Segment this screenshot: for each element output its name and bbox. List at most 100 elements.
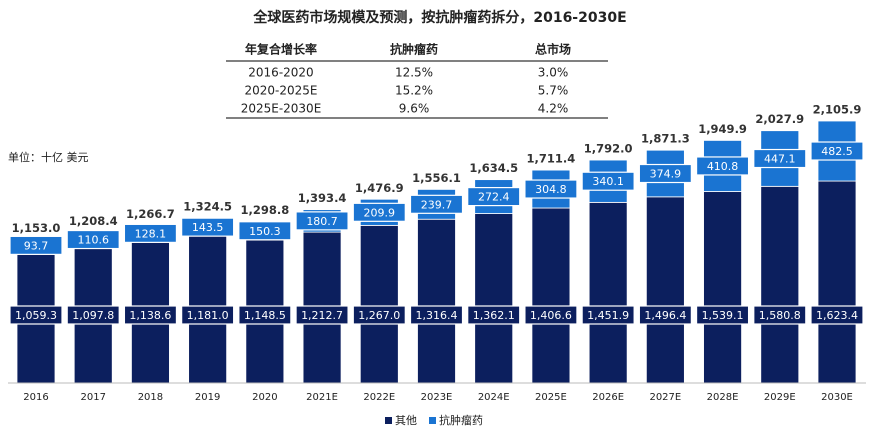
- chart-title: 全球医药市场规模及预测，按抗肿瘤药拆分，2016-2030E: [252, 9, 626, 26]
- label-box: [123, 223, 178, 243]
- value-label: 304.8: [535, 183, 567, 196]
- total-label: 1,476.9: [355, 181, 404, 195]
- x-tick-label: 2018: [138, 392, 163, 403]
- label-box: [9, 235, 63, 255]
- value-label: 374.9: [650, 168, 682, 181]
- value-label: 1,451.9: [587, 309, 629, 322]
- label-box: [810, 305, 864, 325]
- x-tick-label: 2026E: [592, 392, 624, 403]
- total-label: 1,792.0: [584, 142, 633, 156]
- value-label: 1,181.0: [187, 309, 229, 322]
- x-tick-label: 2029E: [764, 392, 796, 403]
- label-box: [9, 305, 63, 325]
- value-label: 1,580.8: [759, 309, 801, 322]
- bar-segment: [760, 185, 800, 384]
- value-label: 410.8: [707, 160, 739, 173]
- bar-segment: [531, 207, 571, 384]
- value-label: 1,623.4: [816, 309, 858, 322]
- table-cell: 5.7%: [538, 84, 569, 98]
- label-box: [467, 186, 521, 207]
- total-label: 1,634.5: [469, 161, 518, 175]
- table-header: 年复合增长率: [245, 42, 317, 57]
- x-tick-label: 2024E: [478, 392, 510, 403]
- table-header: 总市场: [535, 42, 571, 57]
- bar-segment: [359, 224, 399, 384]
- value-label: 1,496.4: [644, 309, 686, 322]
- label-box: [753, 305, 807, 325]
- label-box: [409, 305, 464, 325]
- table-cell: 2025E-2030E: [241, 102, 322, 116]
- label-box: [695, 156, 750, 176]
- value-label: 1,212.7: [301, 309, 343, 322]
- table-cell: 3.0%: [538, 66, 569, 80]
- x-tick-label: 2030E: [821, 392, 853, 403]
- label-box: [181, 217, 235, 237]
- label-box: [695, 305, 750, 325]
- value-label: 272.4: [478, 191, 510, 204]
- bar-segment: [645, 196, 685, 384]
- value-label: 482.5: [821, 145, 853, 158]
- total-label: 1,949.9: [698, 122, 747, 136]
- value-label: 239.7: [421, 198, 453, 211]
- total-label: 1,153.0: [12, 221, 61, 235]
- value-label: 1,097.8: [72, 309, 114, 322]
- table-cell: 4.2%: [538, 102, 569, 116]
- table-header: 抗肿瘤药: [390, 42, 438, 57]
- label-box: [524, 305, 578, 325]
- label-box: [66, 305, 120, 325]
- legend-label: 抗肿瘤药: [439, 413, 483, 427]
- total-label: 1,556.1: [412, 171, 461, 185]
- table-cell: 2016-2020: [248, 66, 313, 80]
- label-box: [524, 179, 578, 199]
- legend-label: 其他: [395, 414, 417, 427]
- x-tick-label: 2017: [80, 392, 105, 403]
- x-tick-label: 2019: [195, 392, 220, 403]
- label-box: [753, 148, 807, 169]
- label-box: [66, 229, 120, 250]
- label-box: [295, 211, 349, 231]
- label-box: [581, 171, 635, 191]
- x-tick-label: 2025E: [535, 392, 567, 403]
- total-label: 1,711.4: [527, 152, 576, 166]
- x-tick-label: 2023E: [421, 392, 453, 403]
- label-box: [409, 194, 464, 214]
- total-label: 1,298.8: [240, 203, 289, 217]
- bar-segment: [817, 180, 857, 384]
- value-label: 1,406.6: [530, 309, 572, 322]
- bar-segment: [703, 191, 742, 384]
- value-label: 180.7: [306, 215, 338, 228]
- total-label: 1,266.7: [126, 207, 175, 221]
- label-box: [810, 141, 864, 161]
- table-cell: 15.2%: [395, 84, 433, 98]
- x-tick-label: 2022E: [363, 392, 395, 403]
- label-box: [638, 163, 692, 184]
- label-box: [295, 305, 349, 325]
- bar-segment: [588, 201, 628, 384]
- legend-swatch: [385, 417, 392, 424]
- legend-swatch: [429, 417, 436, 424]
- table-cell: 12.5%: [395, 66, 433, 80]
- value-label: 209.9: [364, 206, 396, 219]
- value-label: 1,267.0: [358, 309, 400, 322]
- total-label: 1,393.4: [298, 191, 347, 205]
- total-label: 1,871.3: [641, 132, 690, 146]
- x-tick-label: 2020: [252, 392, 277, 403]
- x-tick-label: 2021E: [306, 392, 338, 403]
- value-label: 1,138.6: [129, 309, 171, 322]
- label-box: [581, 305, 635, 325]
- value-label: 1,148.5: [244, 309, 286, 322]
- total-label: 2,027.9: [755, 112, 804, 126]
- unit-label: 单位：十亿 美元: [8, 150, 89, 164]
- label-box: [467, 305, 521, 325]
- x-tick-label: 2016: [23, 392, 48, 403]
- label-box: [238, 221, 292, 241]
- table-cell: 9.6%: [399, 102, 430, 116]
- value-label: 143.5: [192, 221, 224, 234]
- label-box: [352, 202, 406, 222]
- x-tick-label: 2027E: [649, 392, 681, 403]
- value-label: 1,059.3: [15, 309, 57, 322]
- value-label: 110.6: [77, 234, 109, 247]
- label-box: [352, 305, 406, 325]
- total-label: 2,105.9: [813, 103, 862, 117]
